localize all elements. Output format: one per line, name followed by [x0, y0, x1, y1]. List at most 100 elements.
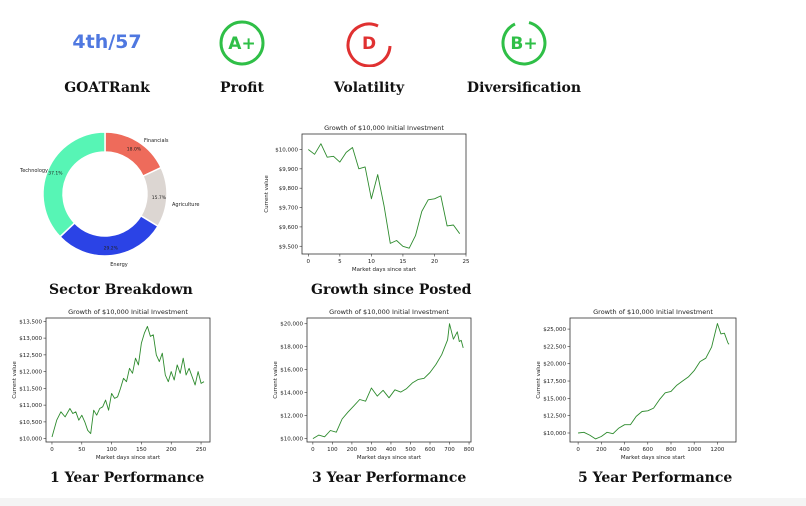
x-tick-label: 600 [425, 447, 436, 453]
x-tick-label: 100 [327, 447, 338, 453]
volatility-grade-text: D [362, 34, 376, 54]
series-line [578, 323, 730, 440]
x-tick-label: 5 [338, 259, 342, 265]
y-tick-label: $12,000 [19, 370, 42, 376]
x-tick-label: 600 [643, 447, 654, 453]
chart-title: Growth of $10,000 Initial Investment [324, 124, 444, 132]
sector-breakdown-chart: 18.0%Financials 15.7% Agriculture 29.2% Ener… [19, 131, 200, 268]
x-axis-label: Market days since start [621, 455, 686, 460]
y-tick-label: $14,000 [280, 391, 303, 397]
x-axis-label: Market days since start [352, 267, 417, 273]
goatrank-label: GOATRank [64, 80, 150, 96]
y-tick-label: $12,500 [543, 414, 566, 420]
one-year-performance-chart: Growth of $10,000 Initial Investment 0 50 1… [12, 308, 211, 460]
y-tick-label: $9,500 [279, 244, 299, 250]
sector-breakdown-label: Sector Breakdown [49, 282, 193, 298]
y-tick-label: $10,000 [280, 437, 303, 443]
pie-slice-label: Financials [144, 138, 169, 144]
x-tick-label: 150 [136, 447, 147, 453]
profit-grade-ring [219, 20, 265, 66]
x-tick-label: 400 [619, 447, 630, 453]
y-tick-label: $9,800 [279, 186, 299, 192]
diversification-grade-ring [501, 21, 547, 66]
chart-title: Growth of $10,000 Initial Investment [329, 308, 449, 316]
y-axis-label: Current value [264, 175, 270, 213]
y-axis-label: Current value [12, 361, 18, 399]
goatrank-value: 4th/57 [72, 31, 142, 53]
plot-frame [569, 317, 737, 443]
x-tick-label: 200 [166, 447, 177, 453]
growth-since-posted-label: Growth since Posted [311, 282, 472, 298]
y-tick-label: $9,700 [279, 206, 299, 212]
y-tick-label: $18,000 [280, 345, 303, 351]
pie-slice-percent: 18.0% [127, 146, 142, 152]
x-tick-label: 400 [386, 447, 397, 453]
y-tick-label: $9,600 [279, 225, 299, 231]
x-tick-label: 1000 [687, 447, 701, 453]
y-tick-label: $12,500 [19, 353, 42, 359]
pie-slice-technology [42, 131, 106, 238]
footer-strip [0, 498, 806, 506]
x-axis-label: Market days since start [96, 455, 161, 460]
plot-frame [301, 133, 467, 255]
x-tick-label: 25 [463, 259, 470, 265]
pie-slice-percent: 15.7% [152, 195, 167, 201]
y-tick-label: $10,000 [543, 431, 566, 437]
diversification-label: Diversification [466, 80, 582, 96]
plot-frame [306, 317, 472, 443]
one-year-performance-label: 1 Year Performance [50, 470, 205, 486]
profit-label: Profit [220, 80, 264, 96]
y-tick-label: $25,000 [543, 327, 566, 333]
five-year-performance-chart: Growth of $10,000 Initial Investment 0 200… [536, 308, 737, 460]
y-tick-label: $17,500 [543, 379, 566, 385]
volatility-grade-badge: D [346, 22, 392, 67]
y-tick-label: $16,000 [280, 368, 303, 374]
plot-frame [45, 317, 211, 443]
x-tick-label: 20 [431, 259, 438, 265]
y-axis-label: Current value [273, 361, 279, 399]
pie-slice-percent: 29.2% [104, 246, 119, 252]
y-tick-label: $12,000 [280, 414, 303, 420]
x-axis-label: Market days since start [357, 455, 422, 460]
x-tick-label: 700 [444, 447, 455, 453]
x-tick-label: 200 [347, 447, 358, 453]
volatility-label: Volatility [333, 80, 405, 96]
x-tick-label: 800 [666, 447, 677, 453]
y-tick-label: $15,000 [543, 396, 566, 402]
y-tick-label: $13,000 [19, 336, 42, 342]
x-tick-label: 250 [196, 447, 207, 453]
growth-since-posted-chart: Growth of $10,000 Initial Investment 0 5 10… [264, 124, 470, 273]
x-tick-label: 100 [106, 447, 117, 453]
y-tick-label: $10,000 [275, 147, 298, 153]
diversification-grade-badge: B+ [501, 21, 547, 66]
three-year-performance-label: 3 Year Performance [312, 470, 467, 486]
diversification-grade-text: B+ [510, 34, 537, 54]
x-tick-label: 0 [307, 259, 311, 265]
three-year-performance-chart: Growth of $10,000 Initial Investment 0 100… [273, 308, 475, 460]
pie-slice-percent: 37.1% [48, 171, 63, 177]
chart-title: Growth of $10,000 Initial Investment [68, 308, 188, 316]
pie-slice-label: Energy [110, 262, 128, 268]
y-axis-label: Current value [536, 361, 542, 399]
profit-grade-badge: A+ [219, 20, 265, 66]
x-tick-label: 0 [576, 447, 580, 453]
x-tick-label: 10 [368, 259, 375, 265]
volatility-grade-ring [346, 22, 392, 67]
x-tick-label: 800 [464, 447, 475, 453]
series-line [312, 323, 464, 439]
series-line [51, 325, 205, 438]
pie-slice-label: Agriculture [172, 202, 200, 208]
y-tick-label: $13,500 [19, 319, 42, 325]
x-tick-label: 0 [311, 447, 315, 453]
x-tick-label: 200 [596, 447, 607, 453]
y-tick-label: $20,000 [280, 322, 303, 328]
x-tick-label: 15 [399, 259, 406, 265]
series-line [308, 143, 461, 249]
profit-grade-text: A+ [228, 34, 255, 54]
y-tick-label: $11,000 [19, 403, 42, 409]
y-tick-label: $9,900 [279, 167, 299, 173]
pie-slice-label: Technology [19, 168, 48, 174]
x-tick-label: 1200 [710, 447, 724, 453]
x-tick-label: 50 [78, 447, 85, 453]
x-tick-label: 500 [405, 447, 416, 453]
